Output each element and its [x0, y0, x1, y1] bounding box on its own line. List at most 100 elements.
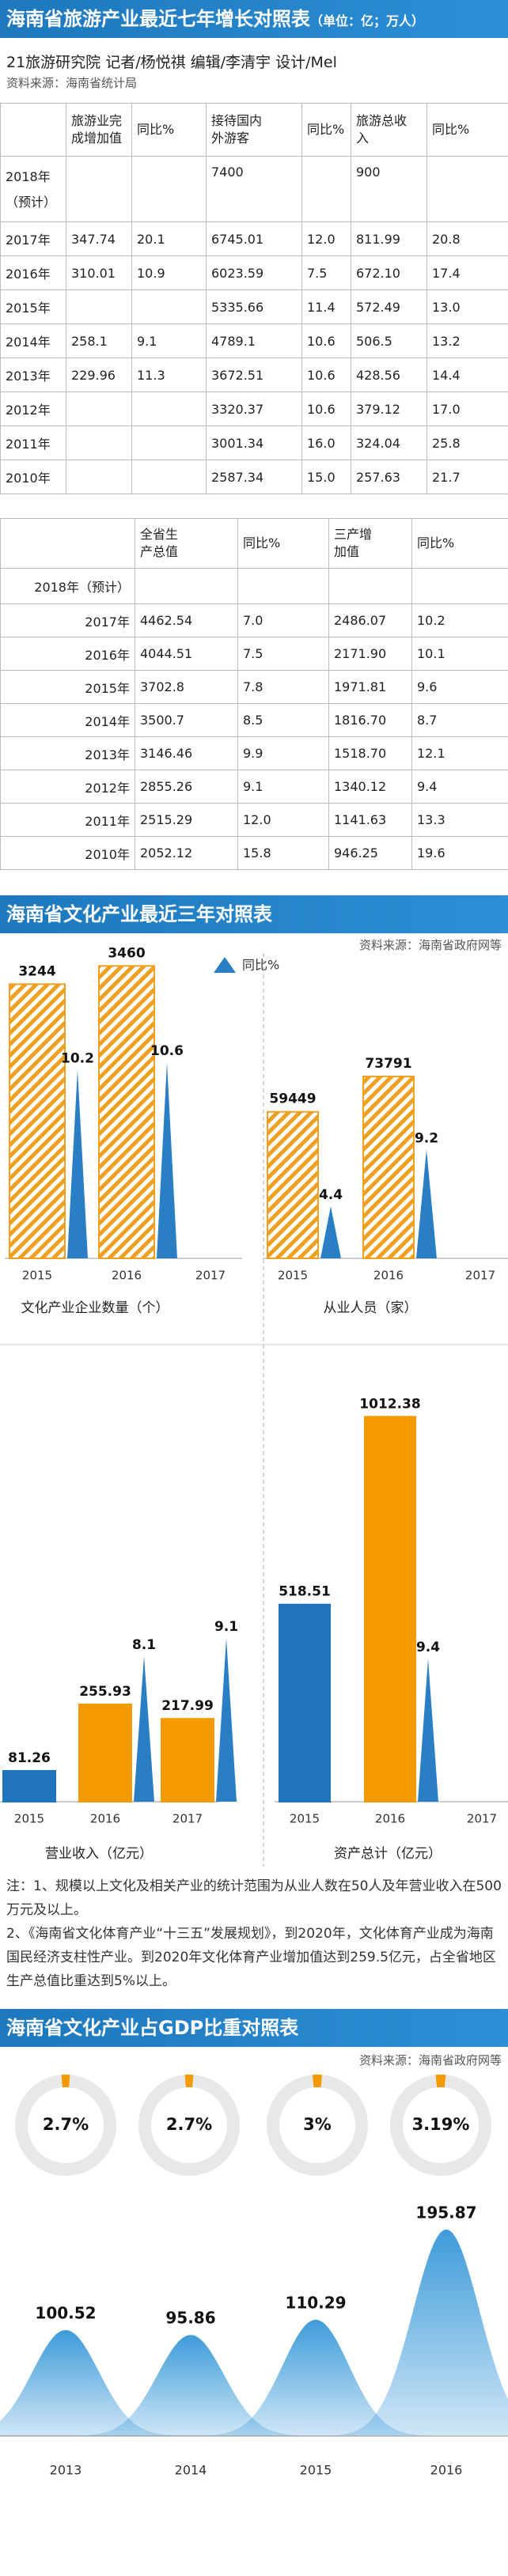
year-cell: 2013年 — [0, 736, 135, 770]
x-tick-label: 2015 — [14, 1812, 44, 1826]
bell-area — [80, 2335, 301, 2436]
year-cell: 2012年 — [0, 770, 135, 804]
legend-label: 同比% — [242, 958, 279, 973]
value-label: 3% — [303, 2115, 332, 2134]
table-cell: 3702.8 — [135, 670, 238, 704]
table-cell: 20.8 — [426, 221, 508, 256]
x-tick-label: 2017 — [465, 1269, 495, 1283]
table-cell: 3500.7 — [135, 703, 238, 737]
value-label: 73791 — [365, 1056, 411, 1072]
x-tick-label: 2016 — [90, 1812, 120, 1826]
corner-cell — [0, 103, 66, 157]
table-cell: 10.2 — [411, 603, 508, 637]
table: 旅游业完成增加值 同比% 接待国内外游客 同比% 旅游总收入 同比% 2018年（预计） 74… — [0, 103, 508, 494]
column-header: 同比% — [301, 103, 351, 157]
x-tick-label: 2017 — [172, 1812, 203, 1826]
table-row: 2013年 229.96 11.3 3672.51 10.6 428.56 14.4 — [0, 357, 508, 392]
table-cell: 20.1 — [131, 221, 207, 256]
table-cell: 1816.70 — [328, 703, 412, 737]
notes: 注：1、规模以上文化及相关产业的统计范围为从业人数在50人及年营业收入在500万… — [6, 1874, 502, 1993]
table-cell: 379.12 — [351, 392, 427, 426]
bell-area — [336, 2229, 508, 2435]
table-cell: 9.4 — [411, 770, 508, 804]
unit: （单位：亿；万人） — [310, 13, 425, 28]
source: 资料来源：海南省统计局 — [6, 76, 138, 90]
table-cell: 811.99 — [351, 221, 427, 256]
table-cell: 17.0 — [426, 392, 508, 426]
header-text: 同比% — [243, 535, 281, 550]
bar — [9, 983, 66, 1260]
column-header: 同比% — [411, 518, 508, 569]
table-cell: 2052.12 — [135, 836, 238, 870]
value-label: 2.7% — [43, 2115, 89, 2134]
column-header: 同比% — [426, 103, 508, 157]
column-header: 同比% — [131, 103, 207, 157]
value-label: 8.1 — [132, 1637, 156, 1653]
x-tick-label: 2015 — [22, 1269, 52, 1283]
header-text: 全省生产总值 — [140, 527, 179, 559]
value-label: 10.6 — [150, 1043, 184, 1059]
bar — [161, 1718, 214, 1802]
header-text: 同比% — [137, 122, 175, 137]
chart-title: 从业人员（家） — [324, 1300, 418, 1316]
header-bar: 海南省旅游产业最近七年增长对照表（单位：亿；万人） — [0, 0, 508, 38]
table-cell: 14.4 — [426, 357, 508, 392]
table-cell: 672.10 — [351, 255, 427, 290]
table-cell: 257.63 — [351, 460, 427, 494]
table-cell — [131, 392, 207, 426]
year-cell: 2011年 — [0, 426, 66, 460]
table-row: 2014年 3500.7 8.5 1816.70 8.7 — [0, 703, 508, 737]
value-label: 81.26 — [8, 1750, 51, 1766]
x-tick-label: 2014 — [175, 2463, 207, 2478]
table-cell: 428.56 — [351, 357, 427, 392]
source: 资料来源：海南省政府网等 — [358, 938, 502, 952]
source: 资料来源：海南省政府网等 — [358, 2053, 502, 2067]
table-cell — [237, 568, 329, 604]
triangle — [416, 1149, 437, 1258]
header-text: 三产增加值 — [334, 527, 373, 559]
bar — [364, 1416, 416, 1802]
table-cell: 6023.59 — [206, 255, 302, 290]
x-tick-label: 2016 — [375, 1812, 405, 1826]
table-row: 2013年 3146.46 9.9 1518.70 12.1 — [0, 736, 508, 770]
table-row: 2017年 347.74 20.1 6745.01 12.0 811.99 20.8 — [0, 221, 508, 256]
year-cell: 2016年 — [0, 637, 135, 671]
table-cell: 15.0 — [301, 460, 351, 494]
bar — [279, 1603, 331, 1802]
table-cell: 7.8 — [237, 670, 329, 704]
year-cell: 2018年（预计） — [0, 568, 135, 604]
header-text: 旅游总收入 — [356, 113, 408, 146]
table-cell: 3001.34 — [206, 426, 302, 460]
table-wrap: 全省生产总值 同比% 三产增加值 同比% 2018年（预计） 2017年 4462.54 7.… — [0, 518, 508, 870]
value-label: 100.52 — [35, 2303, 96, 2322]
table-cell: 6745.01 — [206, 221, 302, 256]
table-cell: 5335.66 — [206, 289, 302, 324]
table-cell: 1518.70 — [328, 736, 412, 770]
triangle — [134, 1655, 154, 1802]
table-row: 2017年 4462.54 7.0 2486.07 10.2 — [0, 603, 508, 637]
note: 2、《海南省文化体育产业“十三五”发展规划》，到2020年，文化体育产业成为海南… — [6, 1926, 496, 1989]
header-text: 旅游业完成增加值 — [71, 113, 123, 146]
table-cell — [328, 568, 412, 604]
table-cell: 347.74 — [66, 221, 132, 256]
table-cell: 16.0 — [301, 426, 351, 460]
header-text: 同比% — [307, 122, 345, 137]
table-cell: 2855.26 — [135, 770, 238, 804]
table-wrap: 旅游业完成增加值 同比% 接待国内外游客 同比% 旅游总收入 同比% 2018年（预计） 74… — [0, 103, 508, 494]
table-cell: 9.1 — [237, 770, 329, 804]
triangle — [157, 1062, 177, 1258]
bar — [2, 1769, 56, 1802]
value-label: 195.87 — [415, 2203, 476, 2222]
byline: 21旅游研究院 记者/杨悦祺 编辑/李清宇 设计/Mel — [6, 54, 337, 71]
year-cell: 2015年 — [0, 289, 66, 324]
x-tick-label: 2015 — [278, 1269, 308, 1283]
table-cell: 11.4 — [301, 289, 351, 324]
table-cell: 15.8 — [237, 836, 329, 870]
x-tick-label: 2017 — [195, 1269, 226, 1283]
table-cell: 4462.54 — [135, 603, 238, 637]
value-label: 10.2 — [61, 1051, 94, 1067]
table-cell: 12.0 — [301, 221, 351, 256]
table: 全省生产总值 同比% 三产增加值 同比% 2018年（预计） 2017年 4462.54 7.… — [0, 518, 508, 870]
table-cell — [131, 426, 207, 460]
table-row: 2015年 3702.8 7.8 1971.81 9.6 — [0, 670, 508, 704]
